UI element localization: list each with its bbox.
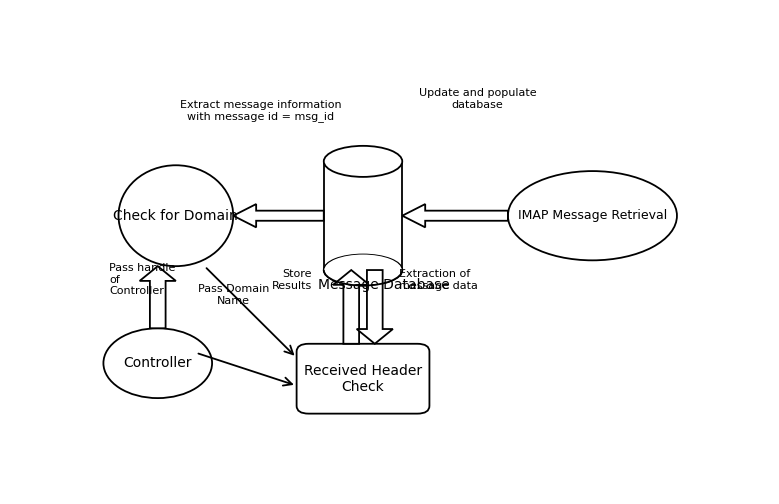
Ellipse shape	[324, 255, 402, 286]
Ellipse shape	[104, 328, 212, 398]
Text: Update and populate
database: Update and populate database	[419, 89, 537, 110]
Polygon shape	[139, 266, 176, 328]
Text: Extraction of
message data: Extraction of message data	[399, 269, 478, 290]
Ellipse shape	[324, 255, 402, 286]
Polygon shape	[357, 270, 393, 344]
Ellipse shape	[324, 146, 402, 177]
Text: Message Database: Message Database	[318, 278, 449, 292]
Text: Controller: Controller	[124, 356, 192, 370]
Polygon shape	[402, 204, 508, 227]
FancyBboxPatch shape	[297, 344, 429, 414]
Text: IMAP Message Retrieval: IMAP Message Retrieval	[518, 209, 667, 222]
Polygon shape	[333, 270, 369, 344]
Ellipse shape	[508, 171, 677, 261]
Polygon shape	[233, 204, 324, 227]
Text: Extract message information
with message id = msg_id: Extract message information with message…	[180, 100, 341, 122]
Ellipse shape	[118, 165, 233, 266]
Text: Check for Domain: Check for Domain	[114, 209, 238, 223]
Bar	[324, 161, 402, 270]
Text: Store
Results: Store Results	[271, 269, 312, 290]
Text: Pass Domain
Name: Pass Domain Name	[198, 284, 269, 306]
Text: Pass handle
of
Controller: Pass handle of Controller	[109, 263, 176, 296]
Text: Received Header
Check: Received Header Check	[304, 363, 422, 394]
